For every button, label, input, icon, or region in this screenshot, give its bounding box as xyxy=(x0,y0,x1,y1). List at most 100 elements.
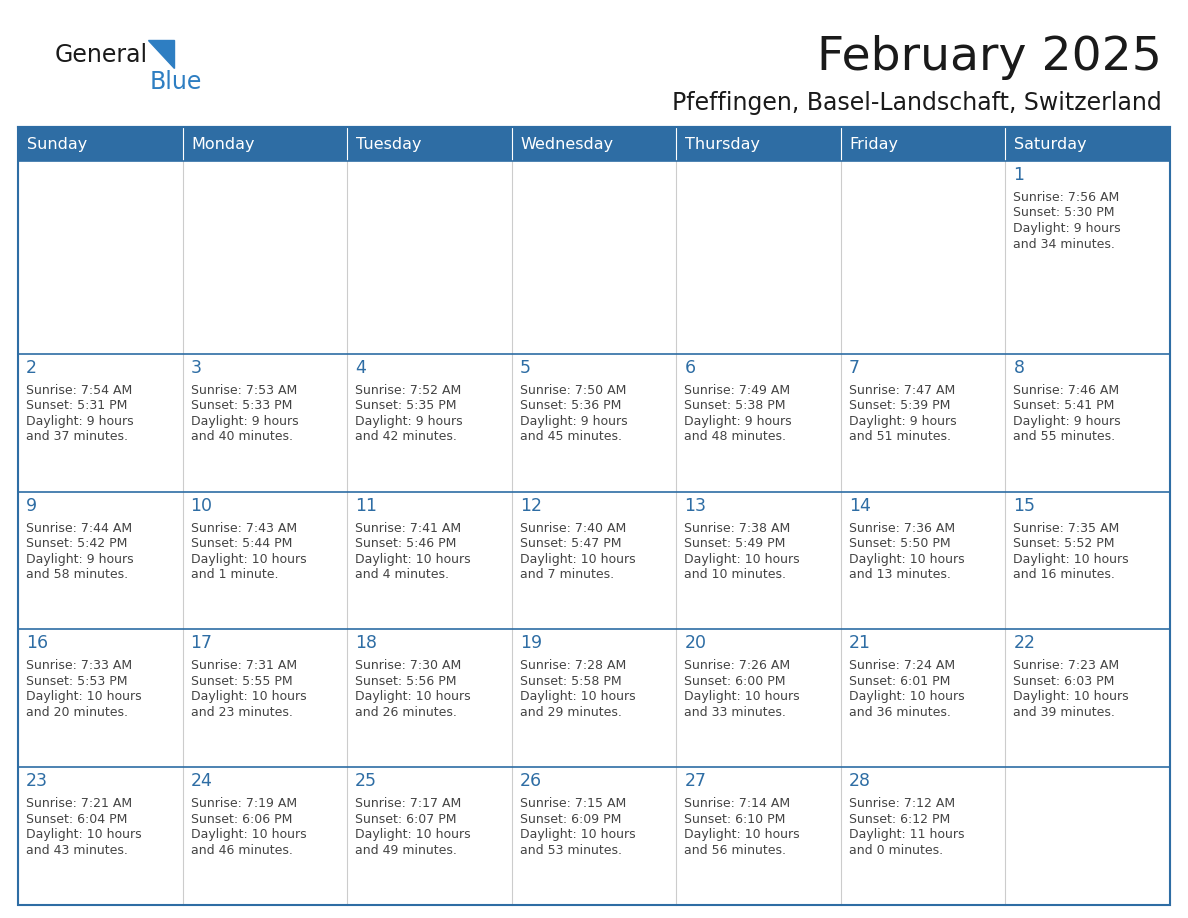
Text: and 26 minutes.: and 26 minutes. xyxy=(355,706,457,719)
Text: Sunset: 5:38 PM: Sunset: 5:38 PM xyxy=(684,399,785,412)
Text: Sunset: 5:39 PM: Sunset: 5:39 PM xyxy=(849,399,950,412)
Text: Daylight: 9 hours: Daylight: 9 hours xyxy=(849,415,956,428)
Bar xyxy=(18,630,183,767)
Text: Friday: Friday xyxy=(849,137,899,151)
Text: Daylight: 9 hours: Daylight: 9 hours xyxy=(26,553,133,565)
Text: Sunday: Sunday xyxy=(27,137,87,151)
Text: Daylight: 10 hours: Daylight: 10 hours xyxy=(1013,690,1129,703)
Text: 20: 20 xyxy=(684,634,707,653)
Text: Daylight: 10 hours: Daylight: 10 hours xyxy=(355,828,470,841)
Bar xyxy=(18,492,183,630)
Text: Sunrise: 7:50 AM: Sunrise: 7:50 AM xyxy=(519,384,626,397)
Text: 27: 27 xyxy=(684,772,707,790)
Text: Daylight: 9 hours: Daylight: 9 hours xyxy=(684,415,792,428)
Text: Daylight: 10 hours: Daylight: 10 hours xyxy=(849,690,965,703)
Text: and 51 minutes.: and 51 minutes. xyxy=(849,431,950,443)
Bar xyxy=(512,630,676,767)
Text: Monday: Monday xyxy=(191,137,255,151)
Text: Daylight: 11 hours: Daylight: 11 hours xyxy=(849,828,965,841)
Text: Sunset: 5:53 PM: Sunset: 5:53 PM xyxy=(26,675,127,688)
Text: Sunset: 5:31 PM: Sunset: 5:31 PM xyxy=(26,399,127,412)
Text: Sunrise: 7:15 AM: Sunrise: 7:15 AM xyxy=(519,797,626,811)
Bar xyxy=(183,492,347,630)
Text: Sunset: 5:47 PM: Sunset: 5:47 PM xyxy=(519,537,621,550)
Text: and 49 minutes.: and 49 minutes. xyxy=(355,844,457,856)
Text: Sunset: 5:41 PM: Sunset: 5:41 PM xyxy=(1013,399,1114,412)
Text: Daylight: 10 hours: Daylight: 10 hours xyxy=(190,828,307,841)
Text: Sunrise: 7:38 AM: Sunrise: 7:38 AM xyxy=(684,521,790,534)
Bar xyxy=(347,767,512,905)
Text: 16: 16 xyxy=(26,634,49,653)
Text: Sunrise: 7:52 AM: Sunrise: 7:52 AM xyxy=(355,384,461,397)
Text: Sunset: 5:50 PM: Sunset: 5:50 PM xyxy=(849,537,950,550)
Text: Sunrise: 7:23 AM: Sunrise: 7:23 AM xyxy=(1013,659,1119,673)
Text: Daylight: 10 hours: Daylight: 10 hours xyxy=(684,553,800,565)
Text: and 1 minute.: and 1 minute. xyxy=(190,568,278,581)
Text: Daylight: 10 hours: Daylight: 10 hours xyxy=(684,690,800,703)
Text: Sunrise: 7:36 AM: Sunrise: 7:36 AM xyxy=(849,521,955,534)
Bar xyxy=(1005,492,1170,630)
Text: Daylight: 9 hours: Daylight: 9 hours xyxy=(355,415,463,428)
Text: and 46 minutes.: and 46 minutes. xyxy=(190,844,292,856)
Text: Sunset: 5:52 PM: Sunset: 5:52 PM xyxy=(1013,537,1114,550)
Text: Sunset: 5:30 PM: Sunset: 5:30 PM xyxy=(1013,207,1114,219)
Text: Daylight: 10 hours: Daylight: 10 hours xyxy=(519,690,636,703)
Text: and 29 minutes.: and 29 minutes. xyxy=(519,706,621,719)
Text: 15: 15 xyxy=(1013,497,1036,515)
Text: Sunset: 5:36 PM: Sunset: 5:36 PM xyxy=(519,399,621,412)
Text: 22: 22 xyxy=(1013,634,1036,653)
Text: and 42 minutes.: and 42 minutes. xyxy=(355,431,457,443)
Text: 10: 10 xyxy=(190,497,213,515)
Text: Sunrise: 7:40 AM: Sunrise: 7:40 AM xyxy=(519,521,626,534)
Text: and 40 minutes.: and 40 minutes. xyxy=(190,431,292,443)
Text: Sunrise: 7:21 AM: Sunrise: 7:21 AM xyxy=(26,797,132,811)
Text: Sunset: 5:35 PM: Sunset: 5:35 PM xyxy=(355,399,456,412)
Text: Sunset: 6:07 PM: Sunset: 6:07 PM xyxy=(355,812,456,825)
Text: 1: 1 xyxy=(1013,166,1024,184)
Text: Sunrise: 7:56 AM: Sunrise: 7:56 AM xyxy=(1013,191,1119,204)
Text: Sunset: 6:00 PM: Sunset: 6:00 PM xyxy=(684,675,785,688)
Text: Sunrise: 7:17 AM: Sunrise: 7:17 AM xyxy=(355,797,461,811)
Text: Sunset: 5:46 PM: Sunset: 5:46 PM xyxy=(355,537,456,550)
Text: 14: 14 xyxy=(849,497,871,515)
Text: Sunset: 6:01 PM: Sunset: 6:01 PM xyxy=(849,675,950,688)
Text: Sunrise: 7:43 AM: Sunrise: 7:43 AM xyxy=(190,521,297,534)
Text: 17: 17 xyxy=(190,634,213,653)
Text: Sunset: 5:58 PM: Sunset: 5:58 PM xyxy=(519,675,621,688)
Bar xyxy=(1005,161,1170,353)
Text: Daylight: 10 hours: Daylight: 10 hours xyxy=(26,828,141,841)
Text: and 55 minutes.: and 55 minutes. xyxy=(1013,431,1116,443)
Bar xyxy=(183,630,347,767)
Text: Daylight: 9 hours: Daylight: 9 hours xyxy=(190,415,298,428)
Text: Daylight: 10 hours: Daylight: 10 hours xyxy=(849,553,965,565)
Text: 7: 7 xyxy=(849,359,860,377)
Text: Daylight: 10 hours: Daylight: 10 hours xyxy=(26,690,141,703)
Text: 12: 12 xyxy=(519,497,542,515)
Text: 24: 24 xyxy=(190,772,213,790)
Text: and 7 minutes.: and 7 minutes. xyxy=(519,568,614,581)
Text: Sunrise: 7:30 AM: Sunrise: 7:30 AM xyxy=(355,659,461,673)
Bar xyxy=(512,161,676,353)
Text: Sunrise: 7:35 AM: Sunrise: 7:35 AM xyxy=(1013,521,1119,534)
Text: and 4 minutes.: and 4 minutes. xyxy=(355,568,449,581)
Text: Daylight: 10 hours: Daylight: 10 hours xyxy=(190,553,307,565)
Text: Sunrise: 7:19 AM: Sunrise: 7:19 AM xyxy=(190,797,297,811)
Text: Daylight: 10 hours: Daylight: 10 hours xyxy=(355,690,470,703)
Bar xyxy=(676,630,841,767)
Bar xyxy=(841,492,1005,630)
Text: Sunset: 6:10 PM: Sunset: 6:10 PM xyxy=(684,812,785,825)
Text: Sunset: 5:56 PM: Sunset: 5:56 PM xyxy=(355,675,456,688)
Bar xyxy=(512,492,676,630)
Bar xyxy=(841,353,1005,492)
Text: Daylight: 10 hours: Daylight: 10 hours xyxy=(684,828,800,841)
Text: Daylight: 10 hours: Daylight: 10 hours xyxy=(519,828,636,841)
Bar xyxy=(841,161,1005,353)
Text: and 16 minutes.: and 16 minutes. xyxy=(1013,568,1116,581)
Text: Sunrise: 7:24 AM: Sunrise: 7:24 AM xyxy=(849,659,955,673)
Bar xyxy=(18,767,183,905)
Bar xyxy=(347,630,512,767)
Text: and 56 minutes.: and 56 minutes. xyxy=(684,844,786,856)
Text: Daylight: 9 hours: Daylight: 9 hours xyxy=(1013,222,1121,235)
Text: Sunrise: 7:53 AM: Sunrise: 7:53 AM xyxy=(190,384,297,397)
Text: Sunset: 6:06 PM: Sunset: 6:06 PM xyxy=(190,812,292,825)
